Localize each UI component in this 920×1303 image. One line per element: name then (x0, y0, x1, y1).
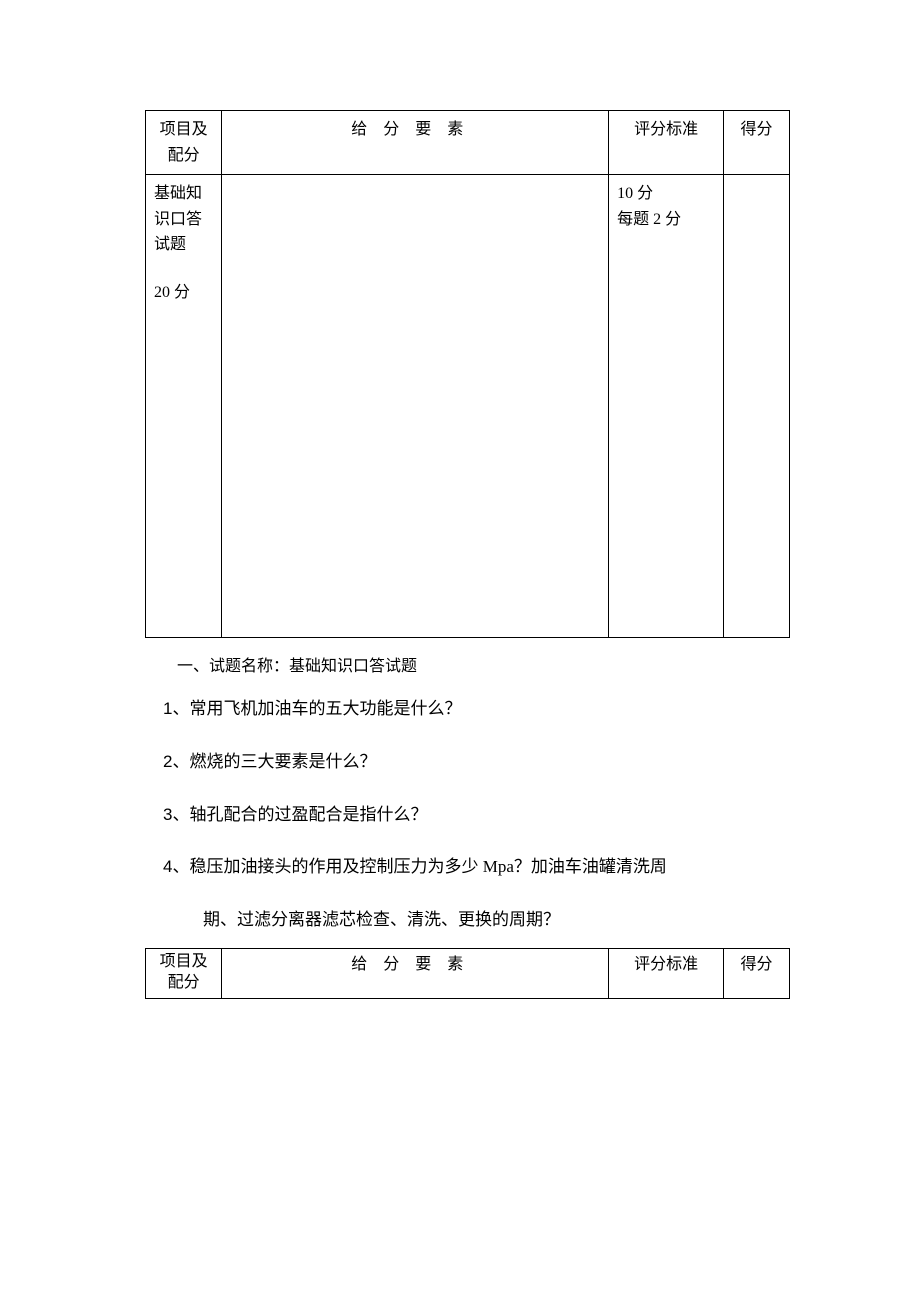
header-elements: 给分要素 (222, 111, 609, 175)
table-data-row: 基础知识口答试题 20 分 10 分 每题 2 分 (146, 175, 790, 638)
header-score: 得分 (724, 949, 790, 999)
cell-category: 基础知识口答试题 20 分 (146, 175, 222, 638)
header-standard: 评分标准 (609, 949, 724, 999)
section-heading: 一、试题名称：基础知识口答试题 (145, 654, 790, 680)
header-category: 项目及 配分 (146, 949, 222, 999)
question-sep: 、 (172, 805, 189, 824)
cell-score (724, 175, 790, 638)
question-text: 燃烧的三大要素是什么？ (189, 752, 376, 771)
category-points: 20 分 (154, 280, 213, 306)
table-header-row: 项目及 配分 给分要素 评分标准 得分 (146, 949, 790, 999)
scoring-table-2: 项目及 配分 给分要素 评分标准 得分 (145, 948, 790, 999)
question-sep: 、 (172, 699, 189, 718)
question-sep: 、 (172, 857, 189, 876)
question-4-continuation: 期、过滤分离器滤芯检查、清洗、更换的周期？ (145, 906, 790, 935)
question-sep: 、 (172, 752, 189, 771)
category-text: 基础知识口答试题 (154, 181, 213, 258)
table-header-row: 项目及 配分 给分要素 评分标准 得分 (146, 111, 790, 175)
question-text: 轴孔配合的过盈配合是指什么？ (189, 805, 427, 824)
standard-line-1: 10 分 (617, 185, 653, 202)
scoring-table-1: 项目及 配分 给分要素 评分标准 得分 基础知识口答试题 20 分 10 分 每… (145, 110, 790, 638)
question-text: 稳压加油接头的作用及控制压力为多少 Mpa？加油车油罐清洗周 (189, 857, 666, 876)
question-3: 3、轴孔配合的过盈配合是指什么？ (145, 801, 790, 830)
question-1: 1、常用飞机加油车的五大功能是什么？ (145, 695, 790, 724)
header-standard: 评分标准 (609, 111, 724, 175)
cell-elements (222, 175, 609, 638)
question-2: 2、燃烧的三大要素是什么？ (145, 748, 790, 777)
cell-standard: 10 分 每题 2 分 (609, 175, 724, 638)
header-category: 项目及 配分 (146, 111, 222, 175)
header-score: 得分 (724, 111, 790, 175)
question-4: 4、稳压加油接头的作用及控制压力为多少 Mpa？加油车油罐清洗周 (145, 853, 790, 882)
question-text: 常用飞机加油车的五大功能是什么？ (189, 699, 461, 718)
header-elements: 给分要素 (222, 949, 609, 999)
standard-line-2: 每题 2 分 (617, 211, 681, 228)
